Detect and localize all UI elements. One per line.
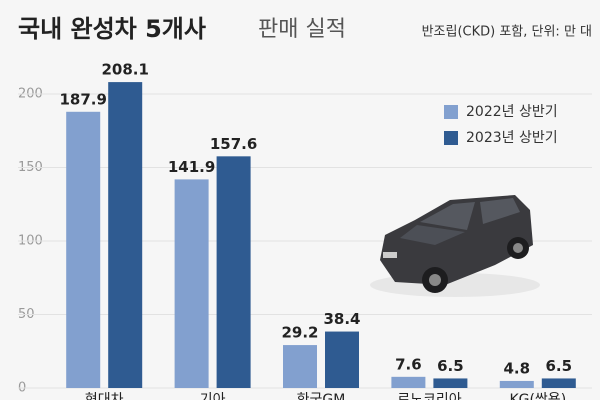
bar bbox=[66, 111, 101, 389]
x-tick-label: 르노코리아 bbox=[397, 392, 462, 400]
bar bbox=[325, 331, 359, 388]
value-label: 29.2 bbox=[281, 324, 318, 342]
bar bbox=[216, 156, 251, 388]
legend: 2022년 상반기 2023년 상반기 bbox=[444, 104, 558, 146]
bar bbox=[283, 345, 317, 388]
value-label: 187.9 bbox=[59, 90, 106, 108]
value-label: 4.8 bbox=[504, 359, 531, 377]
chart-title-suffix: 판매 실적 bbox=[258, 17, 346, 42]
value-label: 141.9 bbox=[168, 158, 215, 176]
value-label: 208.1 bbox=[101, 61, 148, 79]
legend-swatch bbox=[444, 131, 458, 145]
x-tick-label: 현대차 bbox=[85, 392, 124, 400]
legend-label: 2022년 상반기 bbox=[466, 104, 558, 120]
bar bbox=[541, 378, 576, 388]
x-tick-label: KG(쌍용) bbox=[509, 392, 566, 400]
x-tick-label: 한국GM bbox=[297, 392, 346, 400]
value-label: 6.5 bbox=[546, 357, 573, 375]
x-tick-label: 기아 bbox=[200, 392, 226, 400]
value-label: 6.5 bbox=[437, 357, 464, 375]
bar bbox=[108, 82, 143, 388]
chart-subtitle: 반조립(CKD) 포함, 단위: 만 대 bbox=[422, 25, 592, 40]
bar bbox=[499, 380, 534, 388]
value-label: 38.4 bbox=[323, 310, 360, 328]
legend-swatch bbox=[444, 105, 458, 119]
chart-title: 국내 완성차 5개사 bbox=[18, 15, 206, 43]
bar bbox=[391, 376, 426, 388]
bar bbox=[433, 378, 468, 388]
legend-label: 2023년 상반기 bbox=[466, 130, 558, 146]
value-label: 157.6 bbox=[210, 135, 257, 153]
bars: 현대차 187.9 208.1 기아 141.9 157.6 한국GM 29.2 38.4 르노코… bbox=[59, 61, 576, 400]
value-label: 7.6 bbox=[395, 355, 422, 373]
car-illustration bbox=[370, 195, 540, 297]
bar bbox=[174, 179, 209, 388]
